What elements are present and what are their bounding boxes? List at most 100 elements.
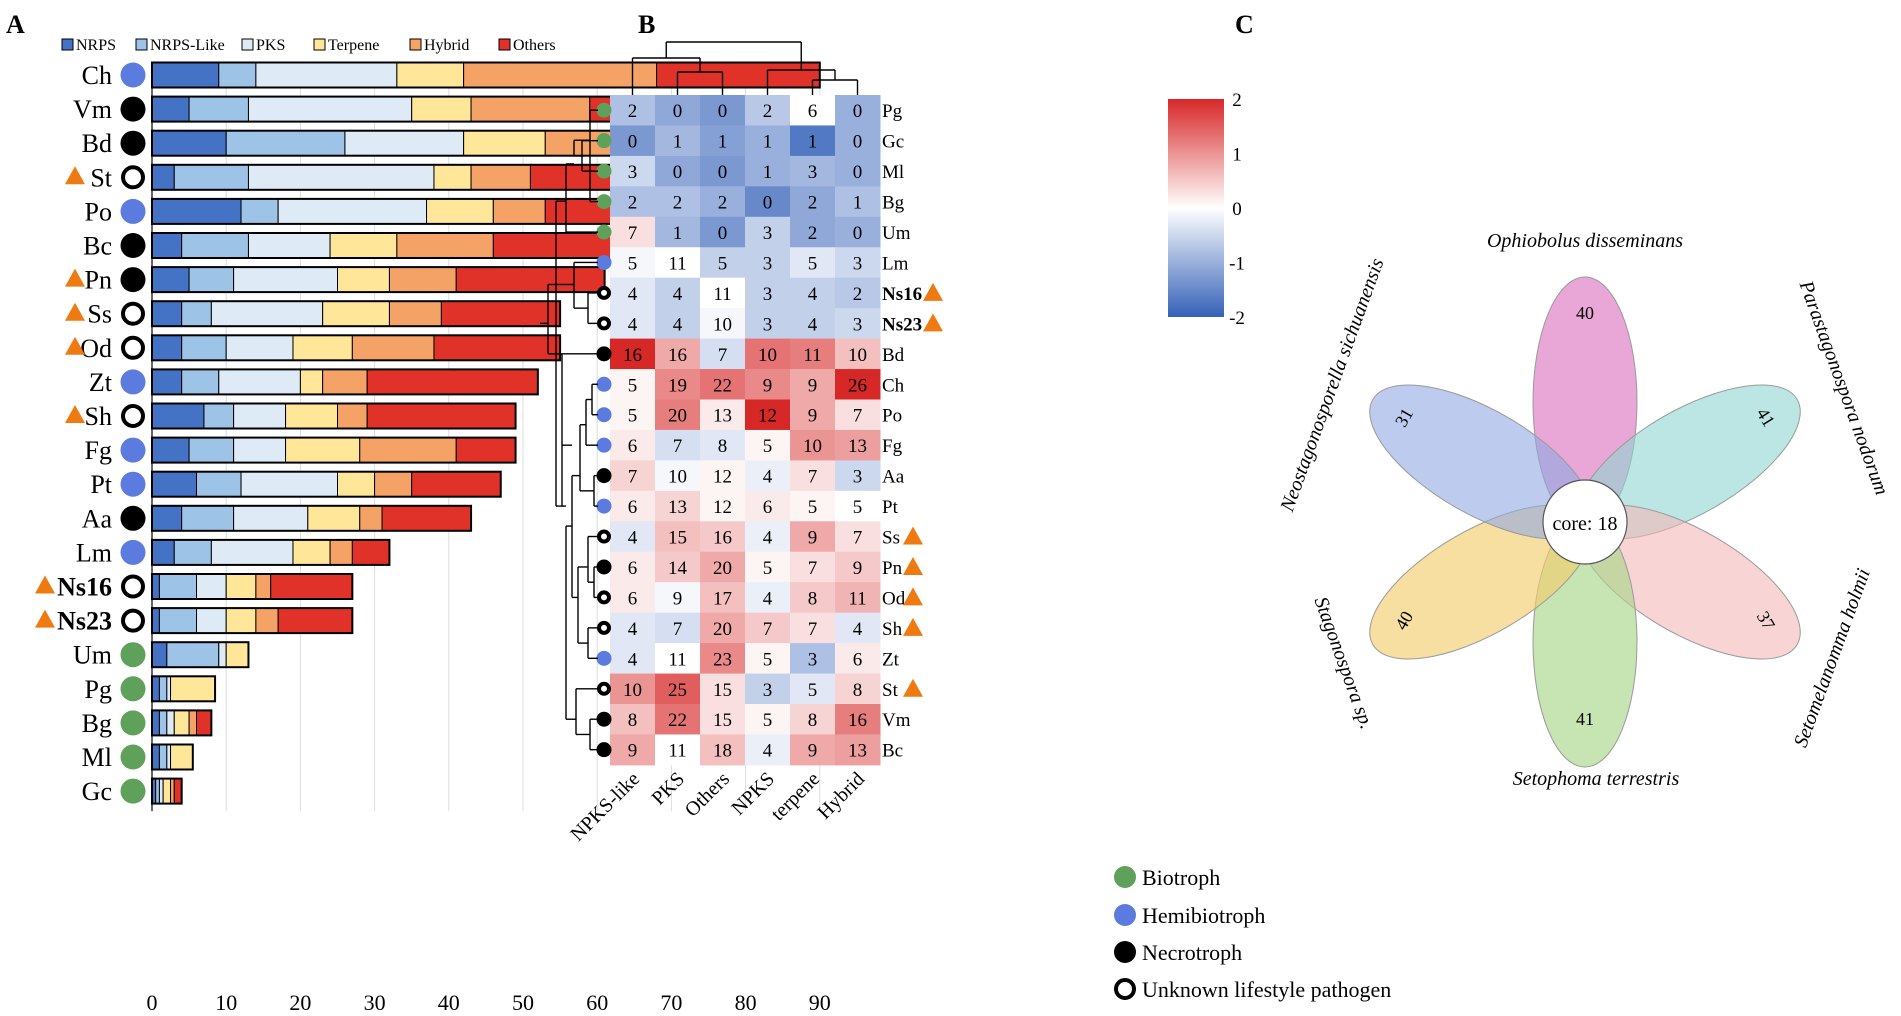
heatmap-cell: [700, 521, 746, 553]
category-label: Ns16: [57, 573, 112, 602]
x-tick-label: 90: [809, 990, 831, 1015]
hybrid-legend-swatch: [409, 38, 422, 51]
x-tick-label: 20: [289, 990, 311, 1015]
plant-pathogen-triangle: [35, 609, 55, 628]
terpene-segment: [285, 437, 361, 464]
others-legend-label: Others: [513, 37, 556, 54]
heatmap-value: 8: [808, 710, 818, 731]
heatmap-value: 3: [853, 314, 863, 335]
nrps-like-segment: [203, 403, 235, 429]
heatmap-value: 10: [803, 436, 822, 457]
pks-segment: [166, 709, 175, 736]
lifestyle-marker: [120, 471, 146, 497]
heatmap-cell: [610, 308, 656, 340]
category-label: Bc: [83, 232, 112, 261]
heatmap-cell: [655, 551, 701, 583]
pks-segment: [210, 539, 294, 566]
row-lifestyle-marker: [596, 468, 612, 484]
heatmap-cell: [610, 155, 656, 187]
heatmap-cell: [700, 734, 746, 766]
row-lifestyle-marker: [596, 711, 612, 727]
heatmap-cell: [610, 369, 656, 400]
heatmap-cell: [655, 582, 701, 614]
heatmap-cell: [655, 95, 701, 126]
heatmap-cell: [745, 277, 791, 309]
heatmap-value: 7: [853, 406, 863, 427]
heatmap-cell: [790, 216, 836, 248]
row-label: St: [882, 680, 899, 701]
heatmap-value: 11: [668, 649, 686, 670]
category-label: Od: [80, 334, 112, 363]
x-tick-label: 60: [586, 990, 608, 1015]
row-lifestyle-marker: [596, 407, 612, 423]
heatmap-value: 5: [763, 710, 773, 731]
row-lifestyle-marker: [596, 346, 612, 362]
heatmap-cell: [790, 704, 836, 735]
nrps-like-segment: [166, 641, 220, 668]
heatmap-value: 16: [713, 528, 732, 549]
heatmap-cell: [700, 308, 746, 340]
lifestyle-marker: [120, 62, 146, 88]
biotroph-marker: [1114, 866, 1136, 888]
heatmap-cell: [655, 247, 701, 279]
heatmap-value: 25: [668, 680, 687, 701]
heatmap-value: 6: [853, 649, 863, 670]
heatmap-cell: [835, 673, 881, 705]
row-label: Vm: [882, 710, 911, 731]
heatmap-value: 2: [763, 101, 773, 122]
nrps-legend-label: NRPS: [76, 37, 116, 54]
heatmap-cell: [745, 186, 791, 218]
nrps-segment: [151, 709, 160, 736]
nrps-segment: [151, 232, 183, 259]
category-label: Pg: [85, 675, 112, 704]
terpene-segment: [337, 471, 376, 498]
bar-outline: [151, 334, 562, 362]
heatmap-value: 5: [808, 253, 818, 274]
hybrid-segment: [170, 778, 175, 805]
heatmap-cell: [790, 429, 836, 461]
heatmap-value: 10: [668, 467, 687, 488]
pks-segment: [277, 198, 428, 225]
heatmap-value: 9: [808, 406, 818, 427]
heatmap-value: 7: [853, 528, 863, 549]
others-segment: [433, 334, 561, 361]
heatmap-cell: [655, 125, 701, 157]
terpene-segment: [170, 675, 216, 702]
heatmap-cell: [745, 673, 791, 705]
category-label: Ns23: [57, 607, 112, 636]
lifestyle-marker: [120, 233, 146, 258]
lifestyle-marker: [120, 267, 146, 293]
nrps-like-segment: [188, 437, 235, 464]
colorbar-tick-label: 1: [1232, 145, 1242, 166]
lifestyle-marker: [120, 130, 146, 156]
heatmap-value: 3: [808, 162, 818, 183]
panel-label-a: A: [6, 10, 25, 39]
terpene-segment: [322, 300, 390, 327]
nrps-like-segment: [158, 607, 198, 634]
heatmap-value: 4: [808, 314, 818, 335]
heatmap-cell: [835, 460, 881, 492]
heatmap-cell: [745, 369, 791, 400]
heatmap-value: 1: [673, 132, 683, 153]
heatmap-cell: [610, 186, 656, 218]
lifestyle-marker: [120, 676, 146, 702]
heatmap-value: 2: [853, 284, 863, 305]
pks-segment: [233, 437, 287, 464]
nrps-segment: [151, 607, 160, 634]
heatmap-cell: [700, 216, 746, 248]
pks-segment: [240, 471, 338, 498]
heatmap-cell: [610, 582, 656, 614]
venn-count-ophiobolus: 40: [1576, 303, 1594, 323]
plant-pathogen-triangle: [65, 405, 85, 423]
heatmap-cell: [745, 125, 791, 157]
heatmap-value: 9: [763, 375, 773, 396]
pks-segment: [247, 232, 331, 259]
heatmap-cell: [610, 338, 656, 370]
heatmap-value: 9: [853, 558, 863, 579]
terpene-segment: [329, 232, 398, 259]
heatmap-value: 0: [718, 162, 728, 183]
heatmap-cell: [745, 95, 791, 126]
nrps-like-segment: [158, 709, 168, 736]
lifestyle-marker: [121, 608, 145, 633]
heatmap-cell: [790, 155, 836, 187]
